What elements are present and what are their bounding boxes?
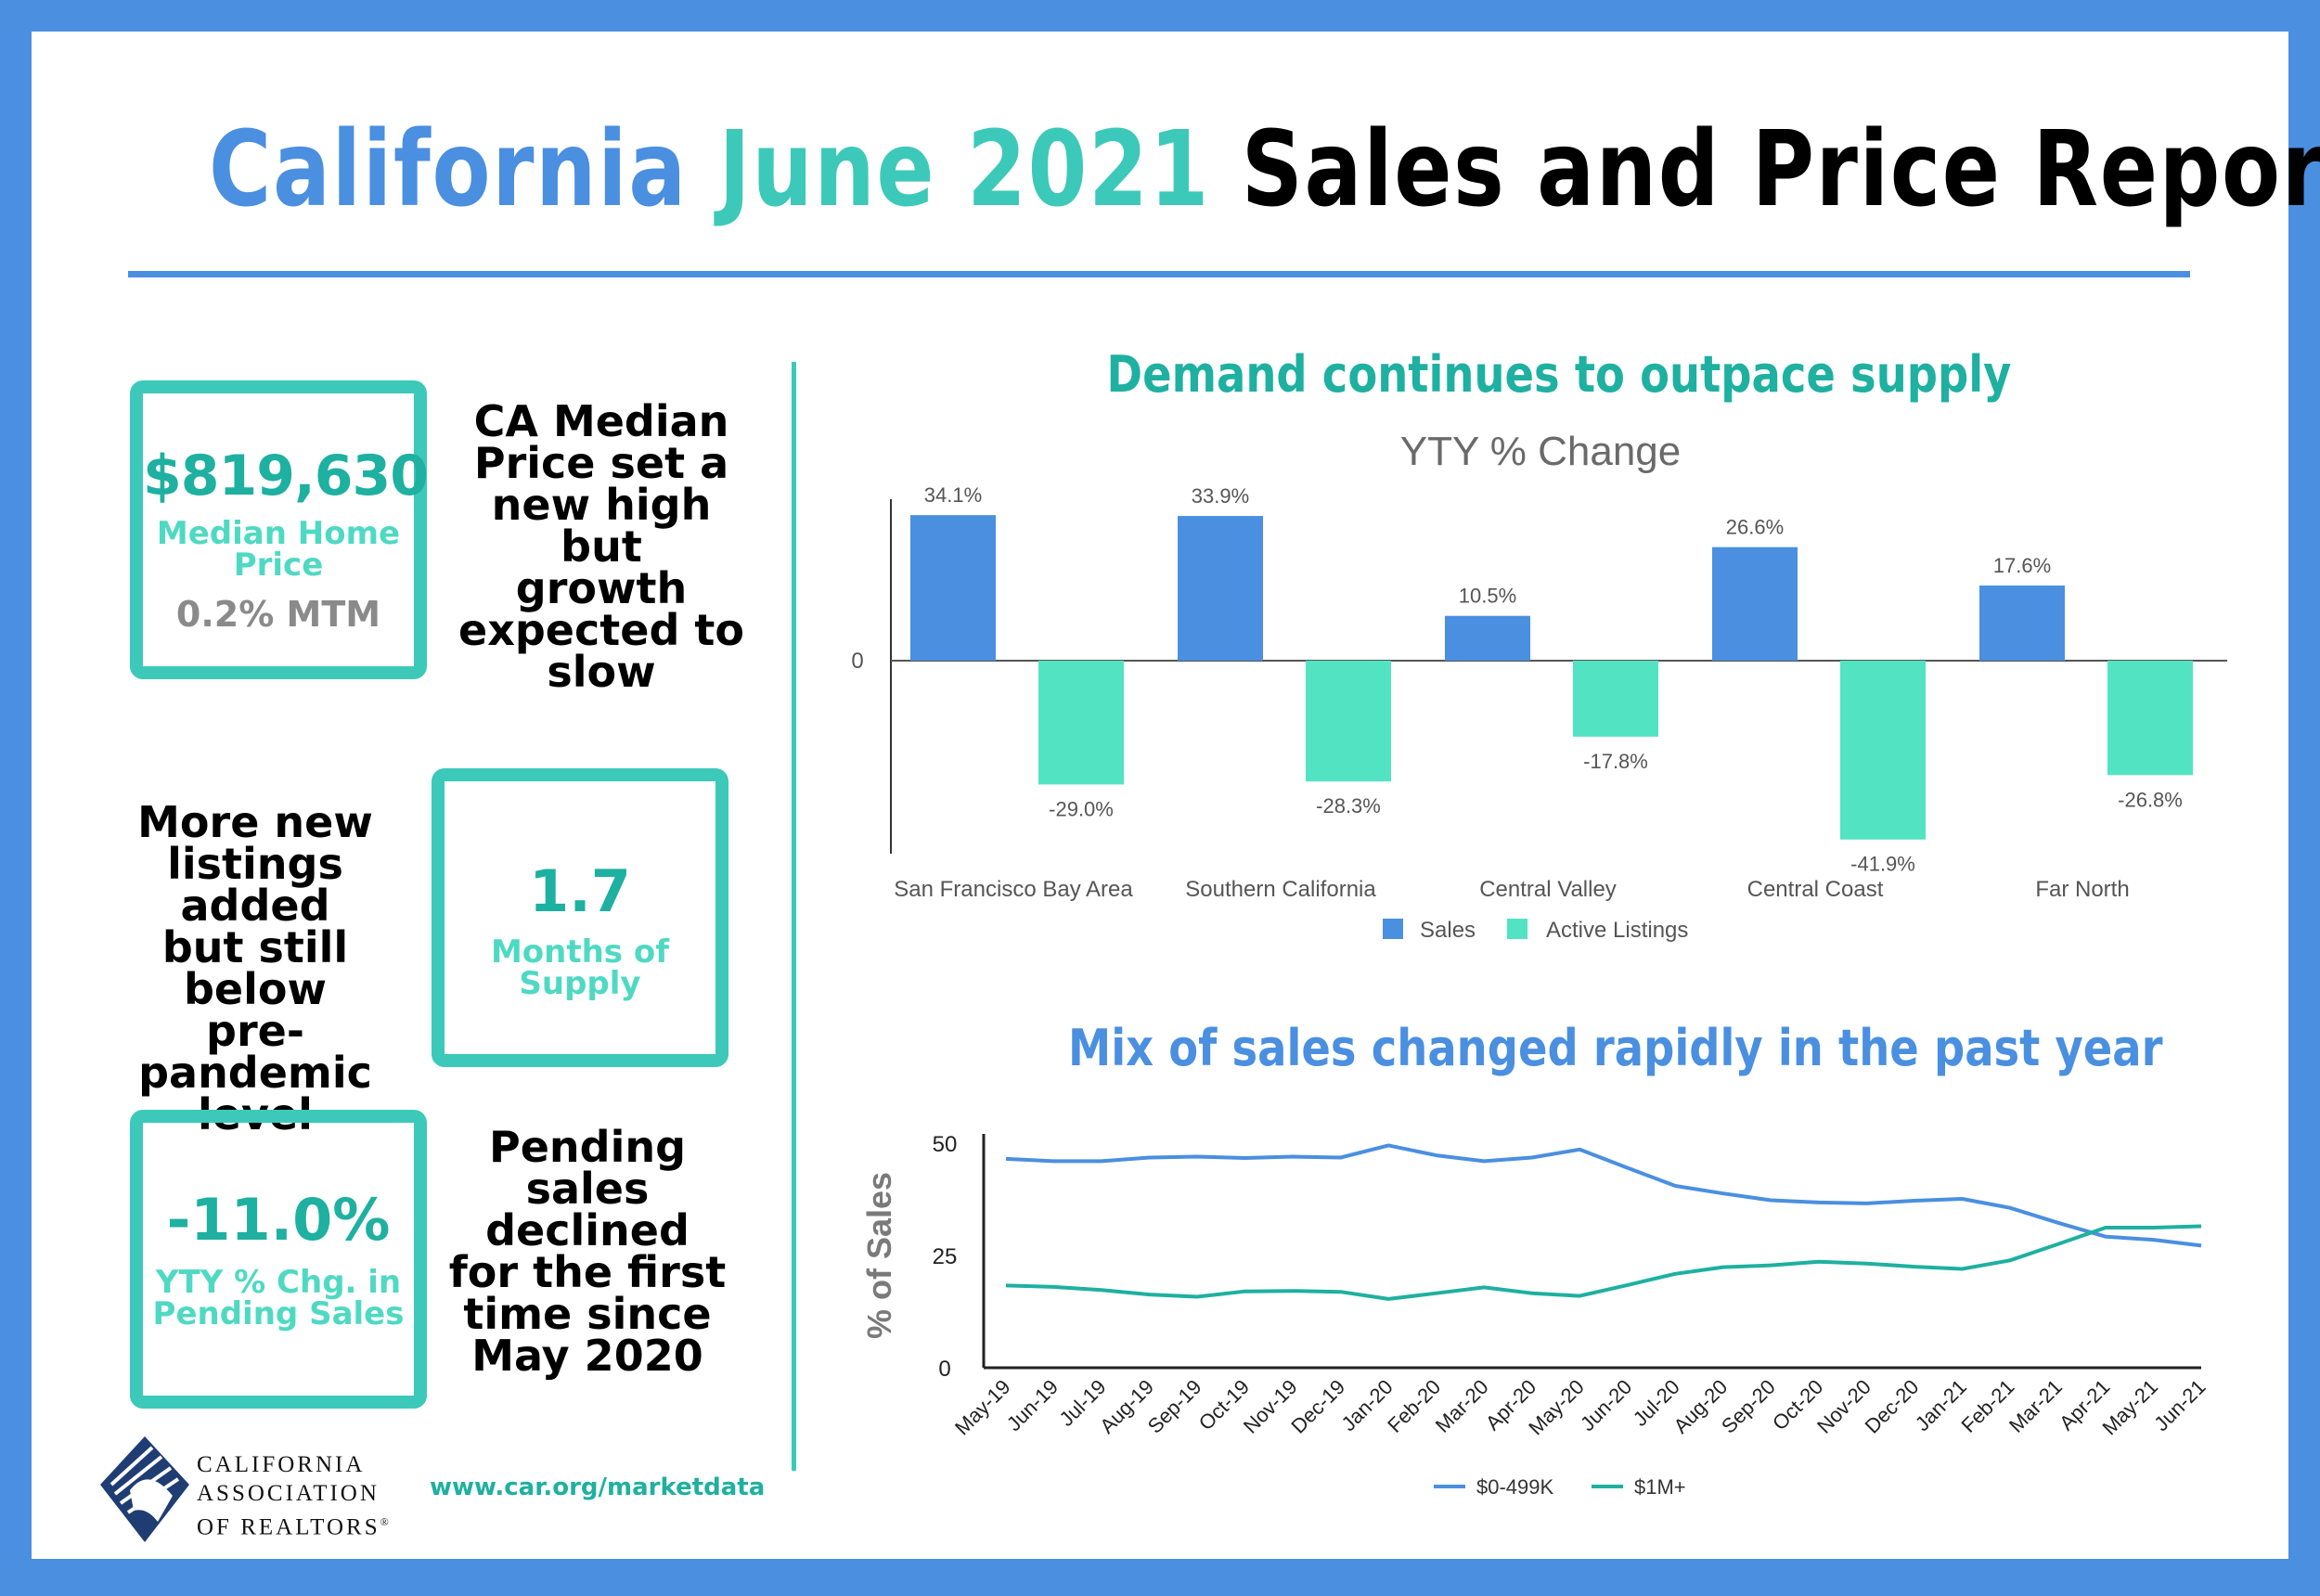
median-price-value: $819,630 — [143, 444, 429, 508]
data-label: 33.9% — [1192, 484, 1249, 508]
bar-chart-subtitle: YTY % Change — [1399, 429, 1682, 474]
note-line: new high but — [491, 480, 712, 572]
x-tick-label: Jun-19 — [1002, 1375, 1063, 1435]
bar-chart-title: Demand continues to outpace supply — [1106, 345, 2012, 404]
y-tick-label: 50 — [933, 1132, 958, 1157]
note-line: CA Median — [473, 396, 729, 446]
pending-label-1: YTY % Chg. in — [155, 1264, 402, 1301]
note-line: for the first — [448, 1247, 727, 1297]
title-rule — [128, 271, 2190, 277]
bar-sales — [910, 515, 996, 661]
x-tick-label: Mar-21 — [2004, 1375, 2067, 1437]
note-line: Price set a — [473, 438, 729, 488]
note-line: listings added — [167, 839, 343, 931]
data-label: -41.9% — [1850, 853, 1915, 876]
x-tick-label: San Francisco Bay Area — [894, 877, 1133, 902]
title-report: Sales and Price Report — [1241, 109, 2320, 230]
x-tick-label: Central Coast — [1747, 877, 1884, 902]
supply-box: 1.7 Months of Supply — [432, 768, 728, 1067]
y-tick-label: 25 — [933, 1244, 958, 1269]
y-axis-label: % of Sales — [860, 1172, 898, 1339]
series-line-high — [1005, 1224, 2202, 1301]
note-line: May 2020 — [471, 1331, 703, 1381]
legend-swatch-sales — [1383, 919, 1403, 939]
data-label: -26.8% — [2118, 788, 2183, 811]
note-line: sales — [525, 1164, 650, 1214]
legend-label-listings: Active Listings — [1546, 918, 1688, 943]
data-label: 17.6% — [1993, 554, 2051, 577]
legend-label-high: $1M+ — [1634, 1475, 1686, 1499]
bar-listings — [1306, 661, 1391, 782]
bar-sales — [1979, 586, 2065, 661]
median-price-label-1: Median Home — [156, 515, 401, 552]
bar-sales — [1178, 516, 1263, 661]
realtors-logo-icon — [100, 1436, 189, 1542]
x-tick-label: Southern California — [1185, 877, 1376, 902]
org-line-1: CALIFORNIA — [197, 1452, 366, 1477]
data-label: 34.1% — [924, 483, 982, 507]
supply-note: More new listings added but still below … — [93, 797, 418, 1136]
org-line-3: OF REALTORS® — [197, 1514, 389, 1540]
note-line: expected to — [458, 605, 744, 655]
note-line: slow — [547, 647, 656, 697]
x-tick-label: Far North — [2035, 877, 2129, 902]
data-label: 10.5% — [1459, 585, 1516, 608]
pending-box: -11.0% YTY % Chg. in Pending Sales — [130, 1110, 427, 1409]
x-tick-label: Central Valley — [1479, 877, 1617, 902]
org-line-2: ASSOCIATION — [197, 1481, 380, 1506]
x-tick-label: Dec-20 — [1861, 1375, 1924, 1438]
median-price-note: CA Median Price set a new high but growt… — [444, 396, 759, 697]
bar-listings — [1038, 661, 1124, 785]
data-label: -28.3% — [1316, 794, 1381, 817]
median-price-mtm: 0.2% MTM — [175, 594, 381, 635]
note-line: time since — [463, 1289, 712, 1339]
x-tick-label: Jun-20 — [1576, 1375, 1636, 1435]
pending-value: -11.0% — [166, 1186, 391, 1254]
x-tick-label: Dec-19 — [1286, 1375, 1349, 1438]
pending-label-2: Pending Sales — [152, 1295, 405, 1332]
median-price-label-2: Price — [233, 547, 324, 584]
x-tick-label: Jun-21 — [2149, 1375, 2210, 1435]
bar-sales — [1712, 547, 1798, 661]
x-tick-label: Mar-20 — [1431, 1375, 1493, 1437]
note-line: but still below — [161, 922, 349, 1014]
supply-value: 1.7 — [529, 857, 631, 925]
x-tick-label: May-19 — [950, 1375, 1015, 1440]
title-state: California — [209, 109, 688, 230]
legend-swatch-listings — [1507, 919, 1527, 939]
title-period: June 2021 — [718, 109, 1211, 230]
y-tick-label: 0 — [938, 1357, 950, 1382]
bar-listings — [1840, 661, 1926, 840]
series-line-low — [1005, 1143, 2202, 1248]
note-line: pre-pandemic — [138, 1006, 372, 1098]
data-label: -17.8% — [1583, 750, 1648, 773]
bar-listings — [1573, 661, 1658, 737]
x-tick-label: Sep-20 — [1717, 1375, 1780, 1438]
x-tick-label: Feb-20 — [1383, 1375, 1445, 1437]
y-tick-label: 0 — [851, 649, 863, 674]
note-line: declined — [485, 1205, 690, 1255]
data-label: 26.6% — [1726, 516, 1784, 539]
website-link[interactable]: www.car.org/marketdata — [430, 1474, 766, 1501]
column-divider — [792, 362, 796, 1471]
median-price-box: $819,630 Median Home Price 0.2% MTM — [130, 380, 429, 679]
bar-sales — [1445, 615, 1530, 661]
legend-label-sales: Sales — [1420, 918, 1476, 943]
note-line: Pending — [488, 1122, 687, 1172]
line-chart-title: Mix of sales changed rapidly in the past… — [1068, 1019, 2163, 1077]
note-line: growth — [515, 563, 688, 613]
page-title: California June 2021 Sales and Price Rep… — [209, 109, 2320, 230]
bar-listings — [2107, 661, 2193, 776]
org-name: CALIFORNIA ASSOCIATION OF REALTORS® — [197, 1450, 389, 1541]
supply-label-1: Months of — [490, 933, 670, 971]
pending-note: Pending sales declined for the first tim… — [444, 1126, 731, 1377]
x-tick-label: Sep-19 — [1143, 1375, 1206, 1438]
legend-label-low: $0-499K — [1476, 1475, 1554, 1499]
data-label: -29.0% — [1049, 797, 1114, 820]
x-tick-label: Feb-21 — [1956, 1375, 2018, 1437]
note-line: More new — [137, 797, 373, 847]
supply-label-2: Supply — [519, 965, 641, 1002]
